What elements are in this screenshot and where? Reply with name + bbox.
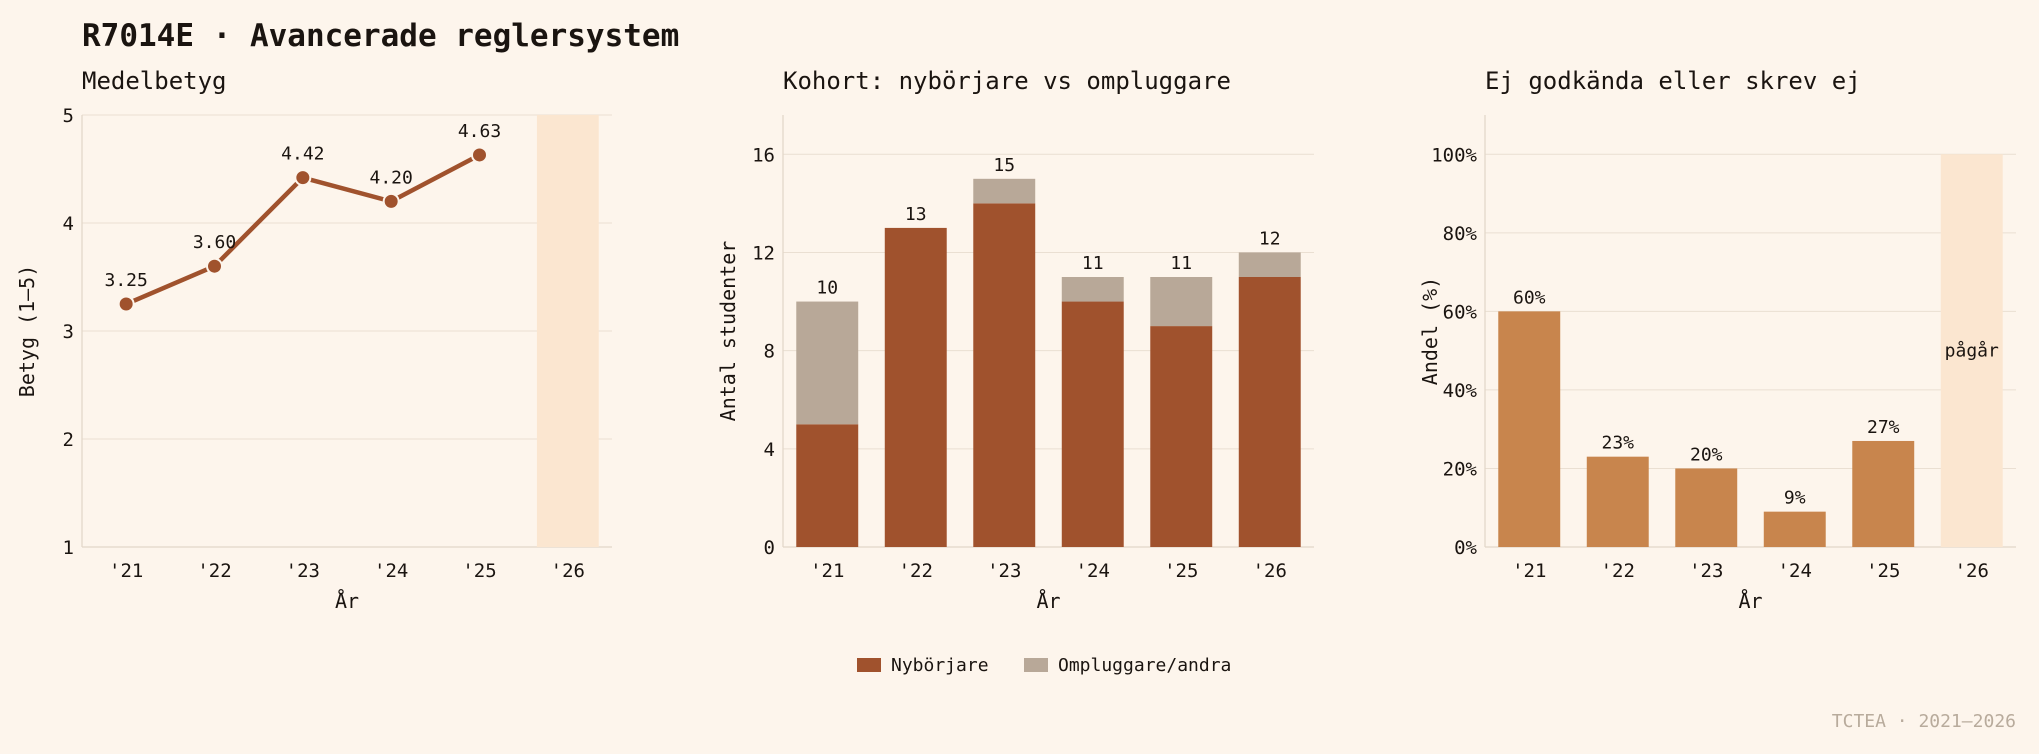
x-tick-label-22: '22 bbox=[899, 560, 933, 582]
x-tick-label-26: '26 bbox=[551, 560, 585, 582]
bar-total-24: 11 bbox=[1082, 253, 1104, 274]
grade-point-22 bbox=[206, 257, 223, 275]
x-tick-label-24: '24 bbox=[1076, 560, 1110, 582]
legend-swatch-nybrjare bbox=[857, 658, 881, 672]
bar-nybrjare-21 bbox=[796, 424, 859, 547]
x-tick-label-24: '24 bbox=[374, 560, 408, 582]
y-tick-label: 3 bbox=[63, 321, 74, 343]
grade-label-24: 4.20 bbox=[369, 167, 412, 188]
bar-total-22: 13 bbox=[905, 204, 927, 225]
fail-label-25: 27% bbox=[1867, 417, 1900, 438]
grade-point-25 bbox=[471, 146, 488, 164]
bar-total-25: 11 bbox=[1170, 253, 1192, 274]
y-tick-label: 12 bbox=[752, 242, 775, 264]
grade-label-25: 4.63 bbox=[458, 121, 501, 142]
page-title: R7014E · Avancerade reglersystem bbox=[82, 18, 679, 54]
x-axis-title: År bbox=[335, 589, 359, 613]
x-tick-label-22: '22 bbox=[197, 560, 231, 582]
grade-point-21 bbox=[117, 295, 135, 313]
footer-credit: TCTEA · 2021–2026 bbox=[1832, 711, 2016, 732]
grade-point-24 bbox=[382, 192, 400, 210]
panel-2-title: Kohort: nybörjare vs ompluggare bbox=[783, 67, 1231, 95]
y-tick-label: 1 bbox=[63, 537, 74, 559]
y-axis-title: Andel (%) bbox=[1418, 277, 1442, 385]
y-tick-label: 5 bbox=[63, 105, 74, 127]
fail-bar-24 bbox=[1763, 511, 1826, 547]
x-tick-label-22: '22 bbox=[1601, 560, 1635, 582]
y-tick-label: 60% bbox=[1443, 301, 1478, 323]
x-tick-label-21: '21 bbox=[810, 560, 844, 582]
fail-bar-25 bbox=[1852, 440, 1915, 547]
x-tick-label-26: '26 bbox=[1955, 560, 1989, 582]
legend-swatch-ompluggareandra bbox=[1024, 658, 1048, 672]
bar-total-23: 15 bbox=[993, 155, 1015, 176]
in-progress-shade bbox=[1940, 154, 2003, 548]
cohort-legend: Nybörjare Ompluggare/andra bbox=[857, 655, 1231, 676]
bar-ompluggareandra-24 bbox=[1061, 277, 1124, 302]
bar-nybrjare-23 bbox=[973, 203, 1036, 547]
y-tick-label: 4 bbox=[764, 439, 775, 461]
bar-nybrjare-25 bbox=[1150, 326, 1213, 547]
x-tick-label-25: '25 bbox=[1164, 560, 1198, 582]
x-tick-label-23: '23 bbox=[987, 560, 1021, 582]
x-tick-label-25: '25 bbox=[1866, 560, 1900, 582]
y-tick-label: 2 bbox=[63, 429, 74, 451]
cohort-bar-chart: 0 4 8 12 16 '21 '22 '23 '24 '25 '26 År Antal student… bbox=[716, 115, 1314, 613]
legend-label-ompluggareandra: Ompluggare/andra bbox=[1058, 655, 1231, 676]
y-tick-label: 40% bbox=[1443, 380, 1478, 402]
fail-rate-bar-chart: 0% 20% 40% 60% 80% 100% '21 '22 '23 '24 '25 '26 År An… bbox=[1418, 115, 2016, 613]
legend-label-nybrjare: Nybörjare bbox=[891, 655, 989, 676]
x-axis-title: År bbox=[1036, 589, 1060, 613]
bar-nybrjare-22 bbox=[884, 227, 947, 547]
grade-label-23: 4.42 bbox=[281, 144, 324, 165]
bar-ompluggareandra-21 bbox=[796, 301, 859, 425]
grade-label-21: 3.25 bbox=[104, 270, 147, 291]
y-tick-label: 8 bbox=[764, 341, 775, 363]
grade-point-23 bbox=[294, 169, 312, 187]
bar-nybrjare-24 bbox=[1061, 301, 1124, 547]
fail-label-24: 9% bbox=[1784, 488, 1806, 509]
y-tick-label: 4 bbox=[63, 213, 74, 235]
y-tick-label: 0 bbox=[764, 537, 775, 559]
y-tick-label: 16 bbox=[752, 144, 775, 166]
fail-label-23: 20% bbox=[1690, 444, 1723, 465]
bar-nybrjare-26 bbox=[1238, 277, 1301, 547]
fail-label-21: 60% bbox=[1513, 287, 1546, 308]
panel-3-title: Ej godkända eller skrev ej bbox=[1485, 67, 1861, 95]
x-tick-label-21: '21 bbox=[1512, 560, 1546, 582]
fail-bar-22 bbox=[1586, 456, 1649, 547]
x-tick-label-21: '21 bbox=[109, 560, 143, 582]
x-axis-title: År bbox=[1738, 589, 1762, 613]
bar-ompluggareandra-26 bbox=[1238, 252, 1301, 277]
grade-label-22: 3.60 bbox=[193, 232, 236, 253]
fail-bar-23 bbox=[1675, 468, 1738, 547]
x-tick-label-23: '23 bbox=[286, 560, 320, 582]
fail-label-22: 23% bbox=[1601, 433, 1634, 454]
grade-line-chart: 1 2 3 4 5 '21 '22 '23 '24 '25 '26 År Betyg (1–5) 3.25… bbox=[15, 105, 612, 613]
bar-ompluggareandra-23 bbox=[973, 178, 1036, 204]
x-tick-label-24: '24 bbox=[1778, 560, 1812, 582]
fail-bar-21 bbox=[1498, 311, 1561, 547]
x-tick-label-26: '26 bbox=[1253, 560, 1287, 582]
y-tick-label: 100% bbox=[1431, 144, 1477, 166]
x-tick-label-23: '23 bbox=[1689, 560, 1723, 582]
y-tick-label: 80% bbox=[1443, 223, 1478, 245]
y-axis-title: Betyg (1–5) bbox=[15, 265, 39, 397]
panel-1-title: Medelbetyg bbox=[82, 67, 227, 95]
x-tick-label-25: '25 bbox=[462, 560, 496, 582]
bar-total-21: 10 bbox=[816, 278, 838, 299]
bar-ompluggareandra-25 bbox=[1150, 277, 1213, 327]
y-tick-label: 20% bbox=[1443, 458, 1478, 480]
bar-total-26: 12 bbox=[1259, 228, 1281, 249]
in-progress-label: pågår bbox=[1945, 341, 1999, 362]
y-tick-label: 0% bbox=[1454, 537, 1477, 559]
y-axis-title: Antal studenter bbox=[716, 241, 740, 422]
in-progress-shade bbox=[536, 115, 599, 547]
